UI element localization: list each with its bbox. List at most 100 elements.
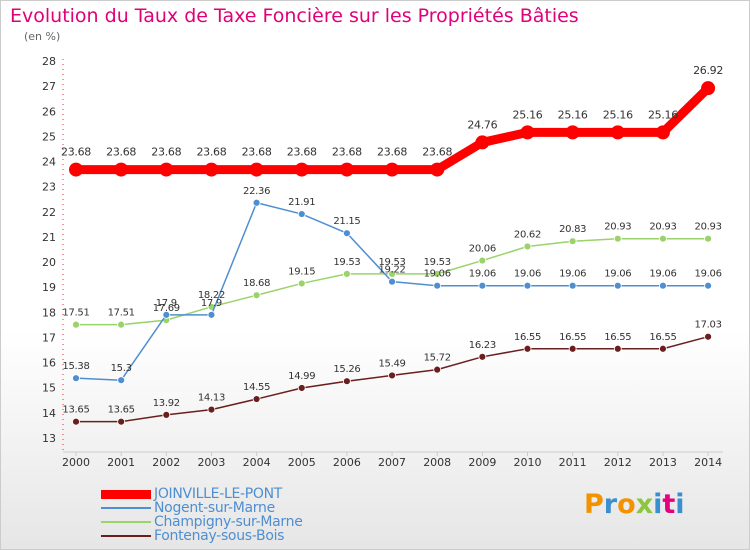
x-tick-label: 2009 xyxy=(468,456,496,469)
series-nogent-point xyxy=(342,229,351,238)
series-nogent-point xyxy=(207,310,216,319)
series-fontenay-data-label: 17.03 xyxy=(695,320,722,331)
x-tick-label: 2014 xyxy=(694,456,722,469)
series-joinville-data-label: 25.16 xyxy=(513,108,543,121)
logo-letter: o xyxy=(617,489,636,520)
legend-swatch xyxy=(101,521,151,523)
series-joinville-data-label: 23.68 xyxy=(422,146,452,159)
series-fontenay-data-label: 16.55 xyxy=(604,332,631,343)
series-joinville-data-label: 23.68 xyxy=(377,146,407,159)
series-joinville-data-label: 23.68 xyxy=(61,146,91,159)
series-champigny-data-label: 19.53 xyxy=(333,257,360,268)
logo-letter: t xyxy=(662,489,676,520)
y-tick-label: 22 xyxy=(42,206,56,219)
series-champigny-point xyxy=(117,320,126,329)
series-fontenay-data-label: 16.55 xyxy=(514,332,541,343)
series-joinville-point xyxy=(249,162,264,177)
series-champigny-data-label: 20.93 xyxy=(695,222,722,233)
series-joinville-point xyxy=(475,135,490,150)
series-champigny-data-label: 19.53 xyxy=(378,257,405,268)
series-joinville-point xyxy=(114,162,129,177)
logo-letter: i xyxy=(675,489,685,520)
x-tick-label: 2004 xyxy=(243,456,271,469)
series-nogent-point xyxy=(72,374,80,383)
series-fontenay-point xyxy=(704,332,712,341)
series-nogent-point xyxy=(388,277,396,286)
y-tick-label: 24 xyxy=(42,156,56,169)
series-champigny-data-label: 18.22 xyxy=(198,290,225,301)
series-nogent-data-label: 19.06 xyxy=(649,269,676,280)
series-nogent-data-label: 17.9 xyxy=(156,298,177,309)
series-fontenay-point xyxy=(523,344,532,353)
series-champigny-point xyxy=(252,291,261,300)
y-tick-label: 28 xyxy=(42,55,56,68)
logo-letter: x xyxy=(635,489,654,520)
series-joinville-point xyxy=(520,125,535,140)
series-champigny-data-label: 17.69 xyxy=(153,303,180,314)
series-champigny-data-label: 20.62 xyxy=(514,229,541,240)
series-champigny-data-label: 18.68 xyxy=(243,278,270,289)
series-fontenay-data-label: 14.99 xyxy=(288,371,315,382)
x-tick-label: 2000 xyxy=(62,456,90,469)
series-champigny-point xyxy=(388,269,396,278)
series-joinville-point xyxy=(294,162,309,177)
x-tick-label: 2006 xyxy=(333,456,361,469)
series-joinville-data-label: 25.16 xyxy=(558,108,588,121)
y-tick-label: 25 xyxy=(42,130,56,143)
series-fontenay-point xyxy=(117,417,126,426)
series-fontenay-data-label: 16.23 xyxy=(469,340,496,351)
x-tick-label: 2011 xyxy=(559,456,587,469)
series-champigny-point xyxy=(568,237,577,246)
series-joinville-point xyxy=(655,125,670,140)
legend-label: Champigny-sur-Marne xyxy=(154,514,303,530)
series-fontenay-point xyxy=(388,371,396,380)
series-joinville-data-label: 23.68 xyxy=(106,146,136,159)
series-nogent-point xyxy=(117,376,126,385)
legend-swatch xyxy=(101,489,151,499)
series-fontenay-point xyxy=(252,395,261,403)
series-champigny-data-label: 17.51 xyxy=(62,308,89,319)
series-fontenay-point xyxy=(72,417,80,426)
series-joinville-point xyxy=(610,125,625,140)
legend-swatch xyxy=(101,507,151,509)
series-champigny-point xyxy=(613,234,622,243)
unit-label: (en %) xyxy=(24,30,61,43)
series-nogent-point xyxy=(523,281,532,290)
x-tick-label: 2005 xyxy=(288,456,316,469)
logo-letter: i xyxy=(653,489,663,520)
legend-label: Fontenay-sous-Bois xyxy=(154,528,285,544)
series-champigny-point xyxy=(478,256,487,265)
series-champigny-point xyxy=(297,279,306,288)
series-nogent-point xyxy=(568,281,577,290)
series-champigny-data-label: 20.93 xyxy=(649,222,676,233)
series-joinville-data-label: 25.16 xyxy=(603,108,633,121)
series-fontenay-point xyxy=(613,344,622,353)
series-joinville-point xyxy=(385,162,400,177)
series-champigny-data-label: 17.51 xyxy=(108,308,135,319)
series-champigny-data-label: 20.83 xyxy=(559,224,586,235)
series-champigny-data-label: 19.53 xyxy=(424,257,451,268)
x-tick-label: 2010 xyxy=(514,456,542,469)
series-nogent-data-label: 19.06 xyxy=(514,269,541,280)
series-champigny-data-label: 19.15 xyxy=(288,266,315,277)
y-tick-label: 26 xyxy=(42,105,56,118)
series-nogent-data-label: 19.06 xyxy=(695,269,722,280)
y-tick-label: 21 xyxy=(42,231,56,244)
series-nogent-data-label: 15.3 xyxy=(111,363,132,374)
data-labels: 13.65 13.65 13.92 14.13 14.55 14.99 15.26 15.49… xyxy=(61,64,723,416)
series-fontenay-data-label: 16.55 xyxy=(559,332,586,343)
series-fontenay-data-label: 15.72 xyxy=(424,353,451,364)
series-fontenay-point xyxy=(478,352,487,361)
series-joinville-data-label: 25.16 xyxy=(648,108,678,121)
series-fontenay-point xyxy=(568,344,577,353)
series-champigny-point xyxy=(523,242,532,251)
series-lines xyxy=(69,81,716,426)
y-tick-label: 19 xyxy=(42,281,56,294)
legend-swatch xyxy=(101,535,151,537)
series-nogent-point xyxy=(478,281,487,290)
x-tick-label: 2013 xyxy=(649,456,677,469)
y-tick-label: 13 xyxy=(42,432,56,445)
series-joinville-data-label: 26.92 xyxy=(693,64,723,77)
y-tick-label: 17 xyxy=(42,331,56,344)
y-tick-label: 27 xyxy=(42,80,56,93)
